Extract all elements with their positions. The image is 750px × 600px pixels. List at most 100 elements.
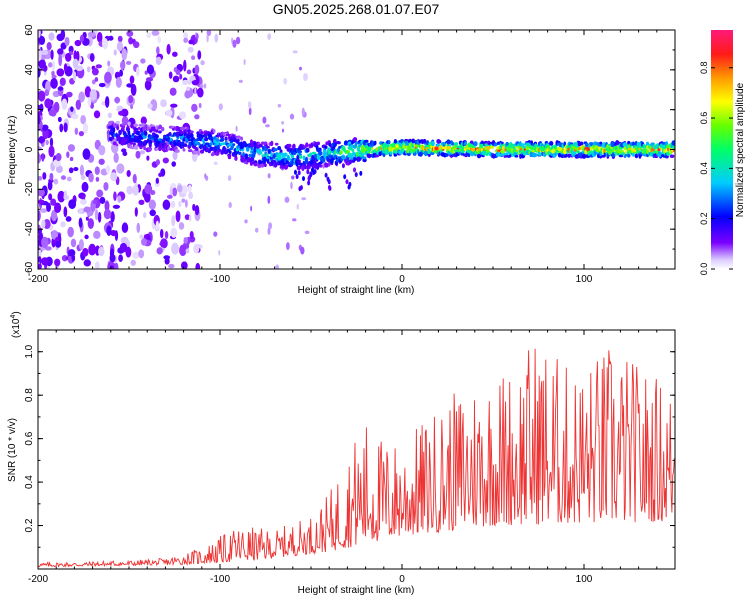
heatmap-cell: [166, 43, 171, 55]
heatmap-cell: [116, 41, 124, 52]
heatmap-cell: [79, 164, 85, 177]
heatmap-cell: [66, 176, 72, 182]
heatmap-cell: [310, 167, 314, 173]
heatmap-cell: [44, 89, 50, 97]
heatmap-cell: [186, 69, 192, 75]
heatmap-cell: [149, 140, 153, 144]
heatmap-cell: [436, 142, 440, 148]
heatmap-cell: [104, 96, 110, 108]
heatmap-cell: [286, 154, 290, 161]
heatmap-cell: [55, 165, 63, 174]
heatmap-cell: [38, 114, 41, 125]
heatmap-cell: [196, 131, 200, 135]
heatmap-cell: [277, 146, 282, 151]
heatmap-cell: [49, 137, 54, 148]
heatmap-cell: [112, 127, 116, 133]
heatmap-cell: [292, 218, 297, 222]
heatmap-cell: [40, 49, 49, 56]
heatmap-cell: [165, 109, 173, 117]
heatmap-cell: [232, 143, 236, 146]
colorbar-tick-label: 0.2: [699, 212, 709, 225]
heatmap-cell: [295, 161, 299, 167]
y-tick-label: 0.2: [24, 518, 35, 532]
heatmap-cell: [91, 79, 96, 85]
heatmap-cell: [551, 145, 555, 149]
heatmap-cell: [304, 230, 310, 235]
heatmap-cell: [227, 154, 232, 160]
heatmap-cell: [70, 106, 74, 112]
heatmap-cell: [427, 148, 431, 153]
heatmap-cell: [87, 218, 94, 229]
heatmap-cell: [354, 172, 358, 178]
heatmap-cell: [119, 242, 128, 253]
heatmap-cell: [146, 64, 155, 75]
y-tick-label: 1.0: [24, 344, 35, 358]
heatmap-cell: [253, 142, 257, 146]
heatmap-cell: [93, 110, 101, 119]
heatmap-cell: [532, 152, 537, 158]
heatmap-cell: [239, 144, 244, 150]
heatmap-cell: [191, 103, 198, 112]
heatmap-cell: [194, 114, 200, 120]
heatmap-cell: [46, 202, 52, 212]
heatmap-cell: [180, 130, 184, 135]
heatmap-cell: [286, 162, 290, 165]
heatmap-cell: [290, 181, 293, 190]
heatmap-cell: [51, 60, 56, 72]
heatmap-cell: [66, 151, 70, 159]
heatmap-cell: [151, 30, 160, 36]
heatmap-cell: [228, 150, 232, 155]
heatmap-cell: [266, 145, 270, 149]
heatmap-cell: [291, 175, 295, 180]
heatmap-cell: [321, 157, 326, 163]
heatmap-cell: [49, 172, 54, 181]
heatmap-cell: [188, 191, 194, 200]
heatmap-cell: [298, 186, 302, 192]
heatmap-cell: [41, 219, 46, 229]
heatmap-cell: [669, 154, 675, 159]
heatmap-cell: [273, 162, 278, 168]
heatmap-cell: [307, 176, 311, 182]
heatmap-cell: [53, 101, 60, 113]
heatmap-cell: [400, 147, 405, 152]
heatmap-cell: [104, 200, 110, 212]
heatmap-cell: [41, 257, 49, 266]
heatmap-cell: [194, 146, 198, 151]
heatmap-cell: [50, 49, 54, 60]
heatmap-cell: [192, 203, 196, 212]
heatmap-cell: [238, 79, 243, 83]
heatmap-cell: [318, 150, 323, 156]
heatmap-cell: [301, 176, 305, 182]
heatmap-cell: [411, 138, 416, 144]
heatmap-cell: [485, 151, 489, 157]
heatmap-cell: [140, 58, 146, 64]
heatmap-cell: [42, 172, 47, 180]
heatmap-cell: [343, 148, 347, 152]
heatmap-cell: [53, 178, 59, 185]
heatmap-cell: [168, 71, 173, 79]
heatmap-cell: [649, 151, 654, 157]
heatmap-cell: [526, 142, 530, 147]
heatmap-cell: [122, 123, 126, 127]
heatmap-cell: [430, 151, 435, 156]
heatmap-cell: [93, 230, 101, 239]
heatmap-cell: [45, 80, 51, 93]
heatmap-cell: [172, 150, 178, 161]
heatmap-cell: [61, 254, 68, 262]
heatmap-cell: [57, 116, 62, 123]
heatmap-cell: [434, 146, 439, 151]
heatmap-cell: [666, 147, 670, 151]
heatmap-cell: [341, 163, 345, 169]
heatmap-cell: [248, 106, 252, 116]
heatmap-cell: [38, 188, 45, 197]
heatmap-cell: [115, 76, 122, 88]
heatmap-cell: [182, 79, 189, 86]
heatmap-cell: [40, 208, 48, 213]
heatmap-cell: [525, 146, 529, 151]
heatmap-cell: [144, 131, 148, 136]
heatmap-cell: [178, 133, 184, 137]
heatmap-cell: [60, 30, 66, 40]
heatmap-cell: [503, 152, 508, 156]
heatmap-cell: [82, 122, 89, 134]
heatmap-cell: [300, 246, 305, 255]
